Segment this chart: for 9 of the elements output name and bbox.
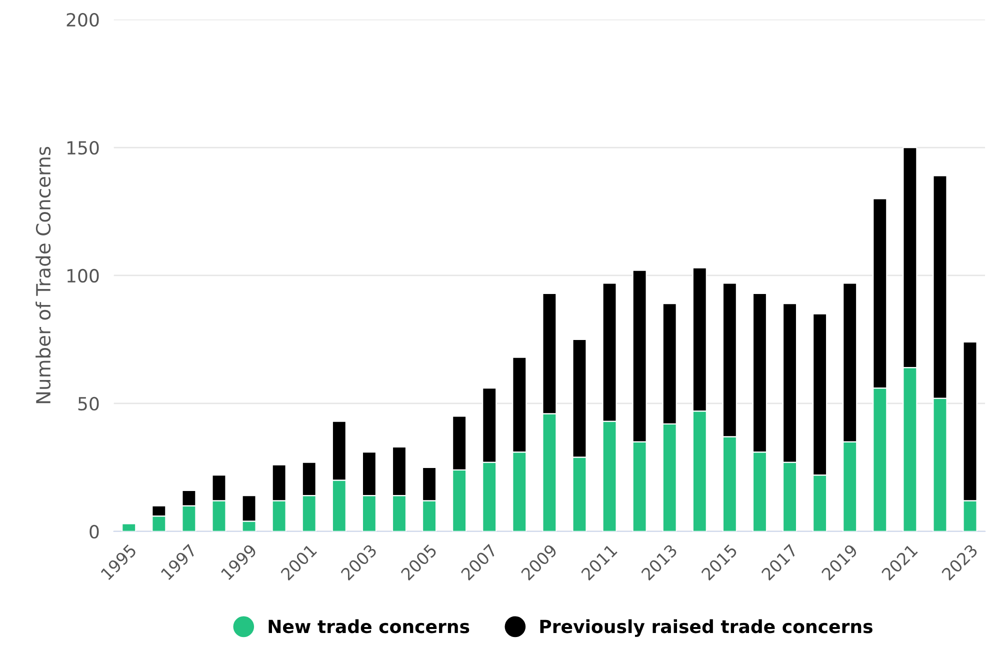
y-tick-label: 50 [78, 396, 99, 411]
legend-label: Previously raised trade concerns [540, 619, 872, 637]
y-tick-label: 200 [66, 13, 99, 27]
y-tick-label: 100 [67, 268, 99, 283]
y-tick-label: 150 [67, 140, 99, 155]
y-tick-label: 0 [90, 524, 99, 538]
bar [122, 523, 136, 532]
legend-label: New trade concerns [268, 619, 470, 634]
y-axis-title: Number of Trade Concerns [36, 146, 51, 404]
